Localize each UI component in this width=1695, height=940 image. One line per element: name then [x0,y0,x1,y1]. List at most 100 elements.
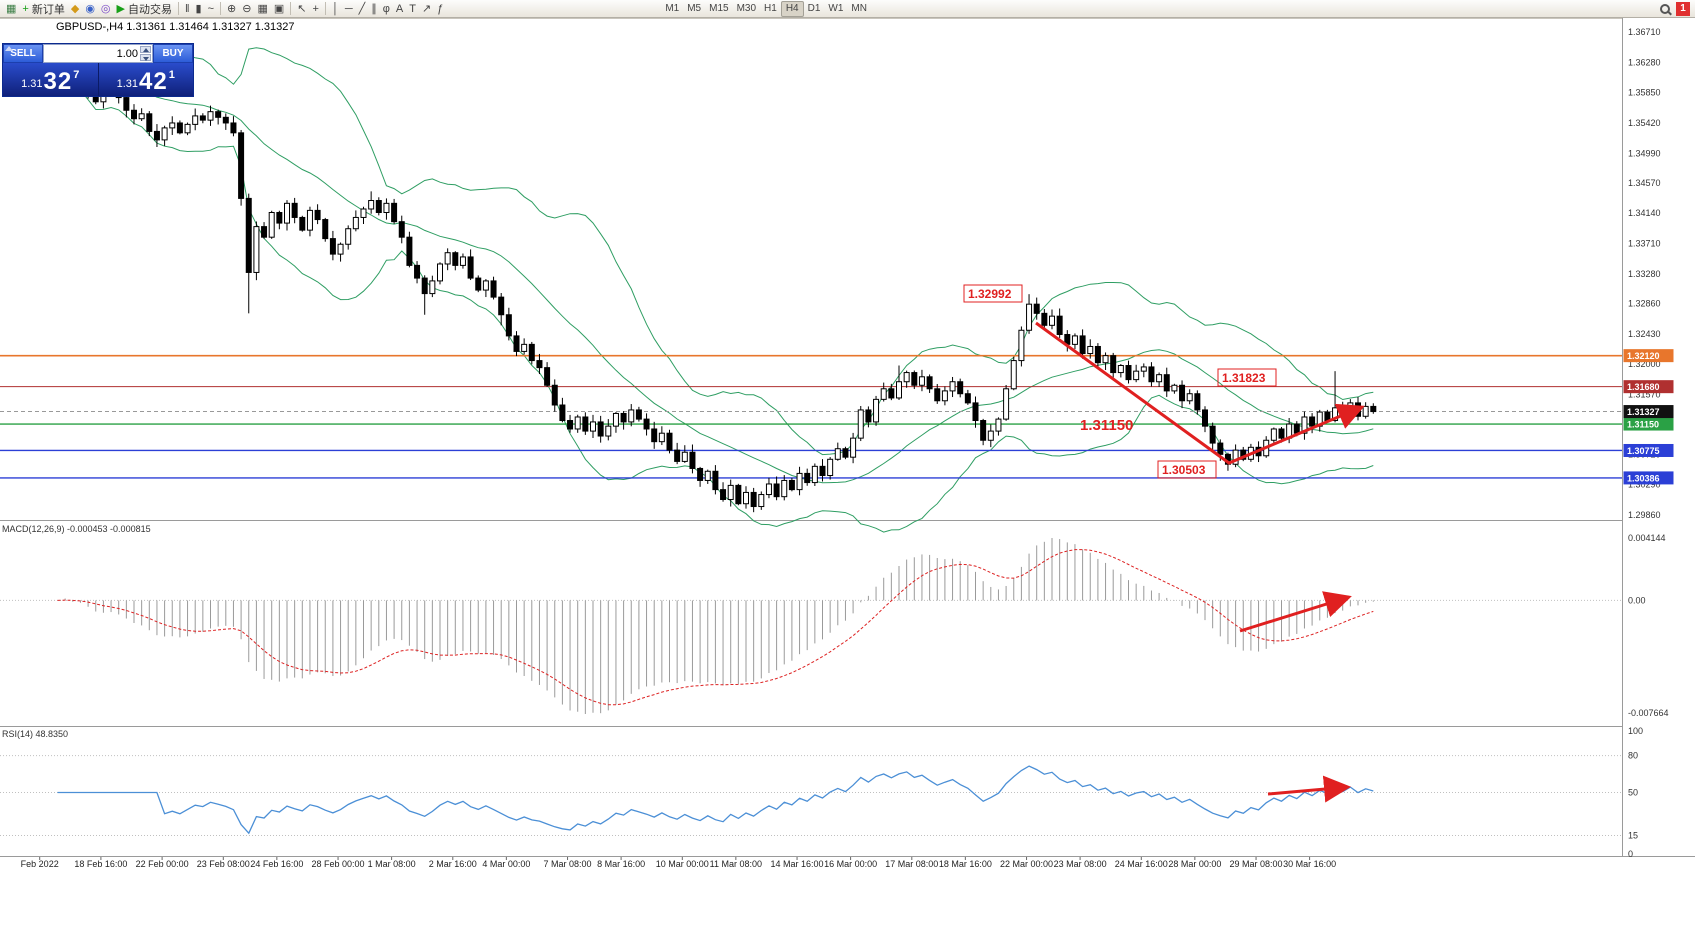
timeframe-h4[interactable]: H4 [780,0,804,17]
timeframe-d1[interactable]: D1 [807,2,821,14]
rsi-scale-label: 80 [1628,751,1638,761]
bar-chart-icon[interactable]: ‖ [182,1,193,17]
grid-icon[interactable]: ▦ [254,1,270,17]
navigator-icon[interactable]: ◎ [98,1,114,17]
time-axis-label: 16 Mar 00:00 [824,859,877,869]
grid-icon: ▦ [257,2,268,15]
bar-chart-icon: ‖ [185,2,190,15]
sell-price-display[interactable]: 1.31 32 7 [3,63,99,96]
price-tick-label: 1.34570 [1628,178,1661,188]
candle [995,418,1002,432]
candle [1033,303,1040,314]
candle [1110,355,1117,374]
cursor-icon[interactable]: ↖ [294,1,309,17]
arrows-tool-icon[interactable]: ↗ [419,1,434,17]
fibonacci-icon[interactable]: φ [380,1,393,17]
trendline-icon: ╱ [358,2,366,15]
buy-button[interactable]: BUY [153,44,193,63]
indicators-icon[interactable]: ƒ [434,1,446,17]
macd-panel [0,538,1622,714]
price-tick-label: 1.32430 [1628,329,1661,339]
one-click-collapse-icon[interactable] [5,46,13,51]
candle [131,109,137,120]
tile-windows-icon[interactable]: ▣ [271,1,287,17]
candle [1186,393,1193,402]
candle [949,381,956,392]
text-icon[interactable]: A [393,1,406,17]
candle [536,360,543,369]
time-axis-label: 7 Mar 08:00 [544,859,592,869]
candle [490,280,497,298]
candle [873,398,880,423]
time-axis-label: 8 Mar 16:00 [597,859,645,869]
timeframe-mn[interactable]: MN [851,2,867,14]
trendline-icon[interactable]: ╱ [356,1,369,17]
candle [1071,335,1078,345]
rsi-scale-label: 50 [1628,788,1638,798]
rsi-panel [0,755,1622,837]
toolbar-separator [324,2,326,15]
candle [498,296,505,316]
candle [888,388,895,399]
timeframe-h1[interactable]: H1 [764,2,777,14]
candle [612,412,619,427]
toolbar-separator [220,2,222,15]
line-chart-icon[interactable]: ~ [205,1,217,17]
candle [628,409,635,423]
search-icon[interactable] [1660,3,1670,14]
timeframe-m1[interactable]: M1 [665,2,680,14]
candle [276,212,283,224]
buy-price-display[interactable]: 1.31 42 1 [99,63,194,96]
candle [437,263,443,282]
candle [459,256,466,266]
macd-signal-line [57,549,1374,706]
timeframe-m5[interactable]: M5 [687,2,702,14]
channel-icon[interactable]: ∥ [368,1,380,17]
new-chart-icon[interactable]: ▦ [3,1,19,17]
price-tick-label: 1.32860 [1628,298,1661,308]
candle [926,376,933,390]
zoom-out-icon[interactable]: ⊖ [239,1,254,17]
candle [597,421,604,437]
time-axis[interactable]: Feb 2022 18 Feb 16:00 22 Feb 00:00 23 Feb 0… [21,857,1336,869]
volume-field[interactable]: 1.00 [43,44,153,63]
volume-up-icon[interactable] [140,46,151,53]
horizontal-line-icon[interactable]: ─ [342,1,356,17]
volume-down-icon[interactable] [140,54,151,61]
candles [54,45,1377,513]
candle [199,115,206,121]
candle [245,197,252,273]
timeframe-w1[interactable]: W1 [828,2,844,14]
candle [1278,428,1285,439]
time-axis-label: 24 Feb 16:00 [250,859,303,869]
new-order-button[interactable]: + 新订单 [19,1,67,17]
candle [788,479,795,491]
svg-text:1.31150: 1.31150 [1627,420,1659,430]
annotation-label: 1.31823 [1222,371,1266,385]
market-watch-icon[interactable]: ◉ [82,1,98,17]
time-axis-label: 14 Mar 16:00 [771,859,824,869]
price-scale[interactable]: 1.36710 1.36280 1.35850 1.35420 1.34990 1.345… [1622,18,1695,859]
price-tag [1623,380,1674,394]
crosshair-icon[interactable]: + [310,1,322,17]
main-trend-arrow [1035,321,1365,465]
zoom-in-icon[interactable]: ⊕ [224,1,239,17]
candle [513,335,520,352]
sell-button[interactable]: SELL [3,44,43,63]
notification-badge[interactable]: 1 [1676,1,1690,16]
vertical-line-icon[interactable]: │ [329,1,342,17]
candlestick-icon[interactable]: ▮ [193,1,205,17]
label-icon[interactable]: T [406,1,419,17]
auto-trading-button[interactable]: ▶ 自动交易 [114,1,175,17]
annotation-label: 1.31150 [1080,417,1133,434]
candle [796,472,803,491]
candle [306,209,313,231]
zoom-out-icon: ⊖ [242,2,252,15]
timeframe-m15[interactable]: M15 [709,2,729,14]
timeframe-m30[interactable]: M30 [736,2,757,14]
candle [414,264,421,279]
layouts-icon[interactable]: ◆ [68,1,82,17]
candle [896,381,902,399]
candle [505,314,512,337]
